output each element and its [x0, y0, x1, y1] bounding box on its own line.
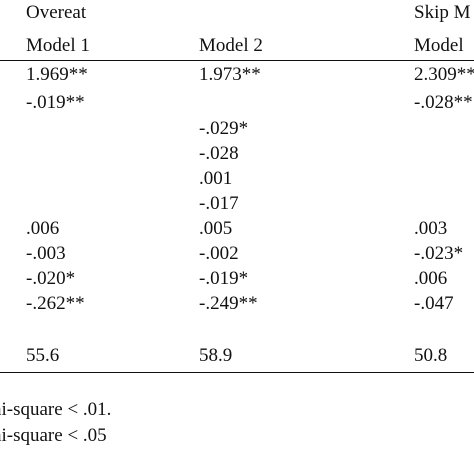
cell-r9-c3: .006 — [414, 268, 448, 289]
cell-r7-c3: .003 — [414, 218, 448, 239]
group-header-skip-meal: Skip M — [414, 2, 471, 23]
cell-r10-c2: -.249** — [199, 293, 258, 314]
cell-r4-c2: -.028 — [199, 143, 239, 164]
cell-r7-c1: .006 — [26, 218, 60, 239]
table-note-1: hi-square < .01. — [0, 399, 112, 420]
fit-cell-c2: 58.9 — [199, 345, 233, 366]
cell-r10-c3: -.047 — [414, 293, 454, 314]
cell-r9-c2: -.019* — [199, 268, 249, 289]
col-header-model-2: Model 2 — [199, 35, 263, 56]
cell-r9-c1: -.020* — [26, 268, 76, 289]
cell-r7-c2: .005 — [199, 218, 233, 239]
col-header-model-3: Model — [414, 35, 464, 56]
bottom-rule — [0, 372, 474, 373]
cell-r5-c2: .001 — [199, 168, 233, 189]
cell-r8-c1: -.003 — [26, 243, 66, 264]
fit-cell-c3: 50.8 — [414, 345, 448, 366]
cell-r1-c1: 1.969** — [26, 64, 88, 85]
cell-r10-c1: -.262** — [26, 293, 85, 314]
cell-r3-c2: -.029* — [199, 118, 249, 139]
cell-r8-c3: -.023* — [414, 243, 464, 264]
cell-r2-c3: -.028** — [414, 92, 473, 113]
fit-cell-c1: 55.6 — [26, 345, 60, 366]
table-note-2: hi-square < .05 — [0, 425, 107, 446]
cell-r8-c2: -.002 — [199, 243, 239, 264]
header-rule — [0, 60, 474, 61]
cell-r6-c2: -.017 — [199, 193, 239, 214]
cell-r2-c1: -.019** — [26, 92, 85, 113]
cell-r1-c2: 1.973** — [199, 64, 261, 85]
col-header-model-1: Model 1 — [26, 35, 90, 56]
group-header-overeat: Overeat — [26, 2, 87, 23]
cell-r1-c3: 2.309** — [414, 64, 474, 85]
